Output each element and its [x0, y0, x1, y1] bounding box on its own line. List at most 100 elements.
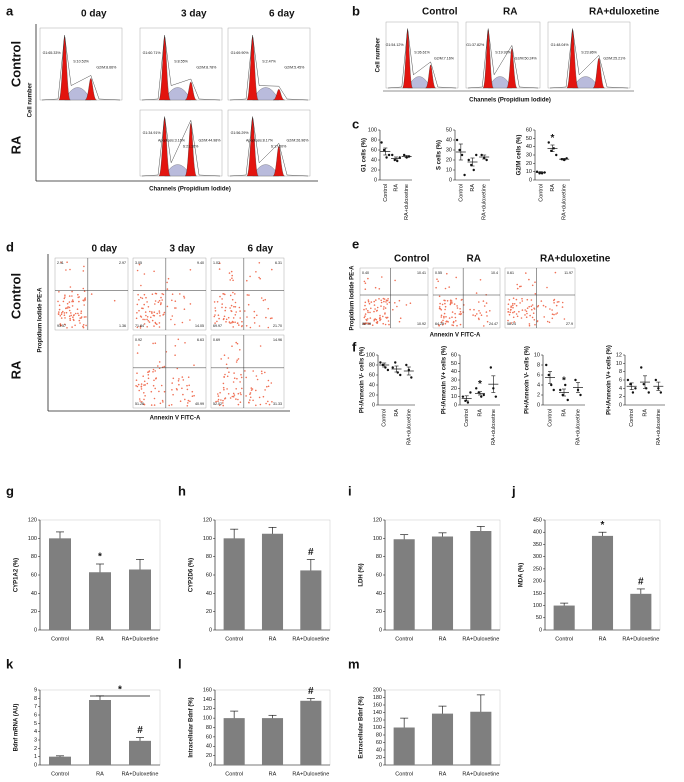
- event-dot: [531, 308, 533, 311]
- y-tick-label: 140: [373, 710, 382, 716]
- event-dot: [444, 305, 447, 308]
- panel-letter: g: [6, 483, 14, 498]
- event-dot: [558, 301, 560, 303]
- event-dot: [555, 304, 558, 307]
- event-dot: [152, 371, 154, 373]
- event-dot: [440, 321, 443, 323]
- event-dot: [544, 306, 547, 308]
- event-dot: [60, 313, 63, 316]
- y-tick-label: 40: [31, 591, 37, 597]
- y-tick-label: 80: [206, 554, 212, 560]
- y-tick-label: 1: [34, 754, 37, 760]
- event-dot: [221, 306, 223, 309]
- event-dot: [229, 397, 232, 399]
- data-point: [482, 393, 485, 397]
- event-dot: [255, 314, 258, 317]
- panel-letter: i: [348, 483, 352, 498]
- x-tick-label: Control: [464, 409, 470, 427]
- y-tick-label: 60: [31, 572, 37, 578]
- event-dot: [219, 262, 221, 265]
- event-dot: [223, 376, 225, 378]
- event-dot: [63, 312, 66, 314]
- panel-letter: b: [352, 3, 360, 18]
- event-dot: [71, 305, 74, 307]
- quadrant-value: 14.05: [195, 324, 204, 328]
- column-header: 3 day: [170, 244, 196, 255]
- event-dot: [542, 304, 545, 307]
- event-dot: [241, 387, 243, 390]
- event-dot: [460, 299, 463, 301]
- event-dot: [142, 307, 144, 310]
- event-dot: [70, 312, 72, 314]
- event-dot: [540, 300, 543, 302]
- y-tick-label: 60: [451, 352, 457, 358]
- event-dot: [259, 277, 262, 280]
- phase-label: G1:65.33%: [43, 51, 62, 55]
- event-dot: [153, 397, 156, 400]
- histogram-g1-peak: [246, 117, 259, 177]
- data-point: [642, 382, 645, 386]
- event-dot: [187, 399, 190, 402]
- event-dot: [219, 391, 221, 394]
- y-tick-label: 40: [446, 137, 452, 143]
- y-tick-label: 80: [369, 362, 375, 368]
- event-dot: [449, 302, 452, 305]
- event-dot: [233, 394, 236, 396]
- y-tick-label: 10: [534, 352, 540, 358]
- column-header: RA: [467, 254, 481, 265]
- y-tick-label: 200: [533, 579, 542, 585]
- event-dot: [155, 377, 157, 380]
- event-dot: [543, 316, 545, 318]
- axis-label: Cell number: [376, 37, 382, 72]
- data-point: [402, 153, 406, 157]
- event-dot: [178, 378, 180, 380]
- event-dot: [451, 316, 453, 319]
- phase-label: Apoptosis:3.16%: [158, 138, 186, 142]
- phase-label: S:21.16%: [183, 144, 199, 148]
- event-dot: [364, 282, 367, 285]
- event-dot: [271, 401, 273, 403]
- event-dot: [148, 321, 151, 323]
- histogram-envelope: [41, 35, 121, 101]
- event-dot: [240, 393, 242, 396]
- significance-mark: *: [478, 379, 482, 390]
- event-dot: [232, 392, 235, 395]
- x-tick-label: RA: [394, 409, 400, 417]
- y-tick-label: 120: [373, 717, 382, 723]
- event-dot: [253, 310, 256, 313]
- x-tick-label: RA+Duloxetine: [122, 636, 159, 642]
- y-tick-label: 50: [446, 127, 452, 133]
- event-dot: [267, 379, 270, 382]
- x-tick-label: RA+duloxetine: [656, 409, 662, 445]
- data-point: [552, 388, 555, 392]
- dotplot-frame: [132, 334, 207, 409]
- event-dot: [74, 324, 76, 327]
- y-tick-label: 10: [616, 361, 622, 367]
- event-dot: [226, 375, 229, 378]
- y-tick-label: 50: [526, 136, 532, 142]
- event-dot: [162, 401, 164, 403]
- event-dot: [239, 349, 241, 351]
- event-dot: [83, 299, 85, 302]
- y-tick-label: 10: [451, 394, 457, 400]
- data-point: [626, 378, 630, 382]
- event-dot: [71, 326, 73, 328]
- quadrant-value: 27.9: [566, 322, 573, 326]
- event-dot: [69, 319, 71, 322]
- event-dot: [232, 321, 234, 324]
- y-axis-label: Bdnf mRNA (AU): [14, 704, 20, 752]
- event-dot: [238, 306, 241, 309]
- y-tick-label: 0: [209, 762, 212, 768]
- event-dot: [183, 297, 186, 299]
- x-tick-label: RA: [439, 771, 447, 777]
- event-dot: [150, 404, 153, 406]
- phase-label: G1:69.90%: [231, 51, 250, 55]
- event-dot: [157, 365, 159, 367]
- event-dot: [435, 286, 437, 289]
- event-dot: [383, 306, 385, 308]
- event-dot: [378, 317, 381, 320]
- event-dot: [239, 310, 241, 312]
- axis-label: Annexin V FITC-A: [150, 416, 201, 422]
- event-dot: [265, 402, 267, 405]
- event-dot: [394, 279, 396, 282]
